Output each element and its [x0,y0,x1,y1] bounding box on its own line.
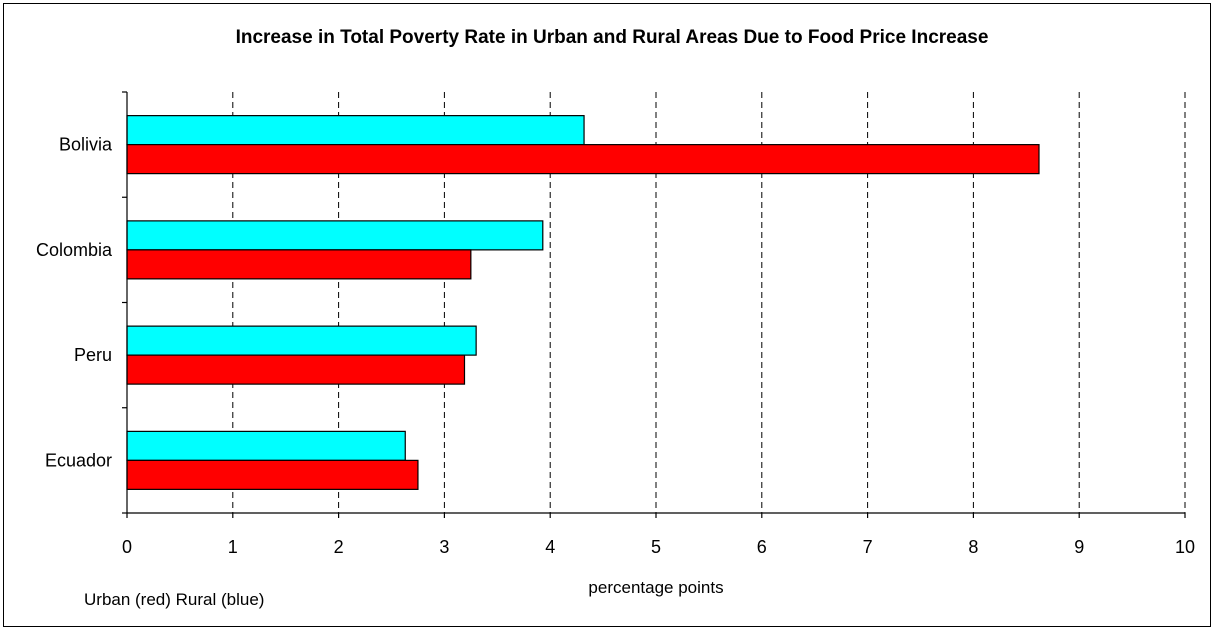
bar-rural-ecuador [126,430,406,461]
axes [122,91,1186,518]
bar-urban-bolivia [126,144,1040,175]
x-axis-label: percentage points [588,578,723,597]
x-tick-label-1: 1 [228,537,238,557]
bar-rural-peru [126,325,477,356]
series-note: Urban (red) Rural (blue) [84,590,264,609]
bars [126,115,1040,490]
category-label-colombia: Colombia [36,240,113,260]
chart-frame [3,3,1211,627]
chart-title: Increase in Total Poverty Rate in Urban … [236,27,989,48]
x-tick-label-4: 4 [545,537,555,557]
bar-rural-bolivia [126,115,585,146]
x-tick-label-8: 8 [968,537,978,557]
x-tick-label-10: 10 [1175,537,1195,557]
bar-urban-colombia [126,249,472,280]
x-tick-label-5: 5 [651,537,661,557]
category-label-bolivia: Bolivia [59,135,113,155]
bar-rural-colombia [126,220,544,251]
category-label-ecuador: Ecuador [45,450,112,470]
bar-urban-peru [126,354,466,385]
x-tick-label-6: 6 [757,537,767,557]
bar-urban-ecuador [126,459,419,490]
x-tick-labels: 0 1 2 3 4 5 6 7 8 9 10 [122,537,1195,557]
x-tick-label-2: 2 [334,537,344,557]
category-labels: Bolivia Colombia Peru Ecuador [36,135,113,471]
x-tick-label-0: 0 [122,537,132,557]
x-tick-label-7: 7 [863,537,873,557]
x-tick-label-9: 9 [1074,537,1084,557]
category-label-peru: Peru [74,345,112,365]
x-tick-label-3: 3 [439,537,449,557]
